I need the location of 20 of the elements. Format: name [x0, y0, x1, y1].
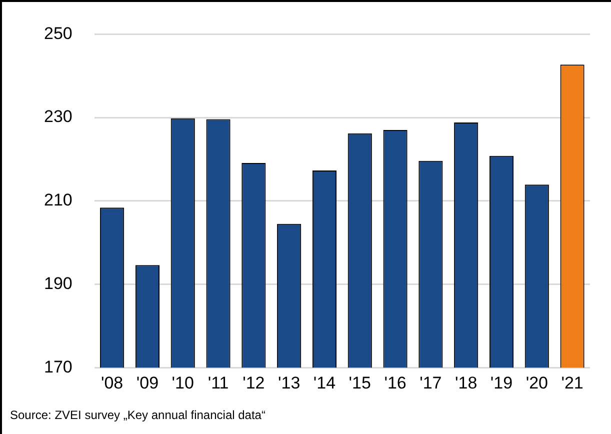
x-tick-label: '15	[348, 373, 371, 392]
y-tick-label: 190	[44, 274, 72, 293]
y-tick-label: 230	[44, 107, 72, 126]
x-tick-label: '11	[208, 373, 229, 392]
x-tick-label: '09	[136, 373, 159, 392]
x-tick-label: '18	[455, 373, 478, 392]
x-tick-label: '21	[561, 373, 584, 392]
x-tick-label: '08	[100, 373, 124, 392]
x-tick-label: '12	[242, 373, 265, 392]
x-tick-label: '13	[278, 373, 300, 392]
y-tick-label: 250	[44, 24, 72, 43]
source-note: Source: ZVEI survey „Key annual financial data“	[10, 408, 266, 422]
x-tick-label: '17	[420, 373, 442, 392]
y-tick-label: 170	[44, 357, 72, 376]
x-tick-label: '19	[490, 373, 513, 392]
x-tick-label: '10	[172, 373, 194, 392]
x-tick-label: '16	[384, 373, 406, 392]
x-tick-label: '20	[526, 373, 548, 392]
x-tick-label: '14	[313, 373, 336, 392]
y-tick-label: 210	[44, 190, 72, 210]
